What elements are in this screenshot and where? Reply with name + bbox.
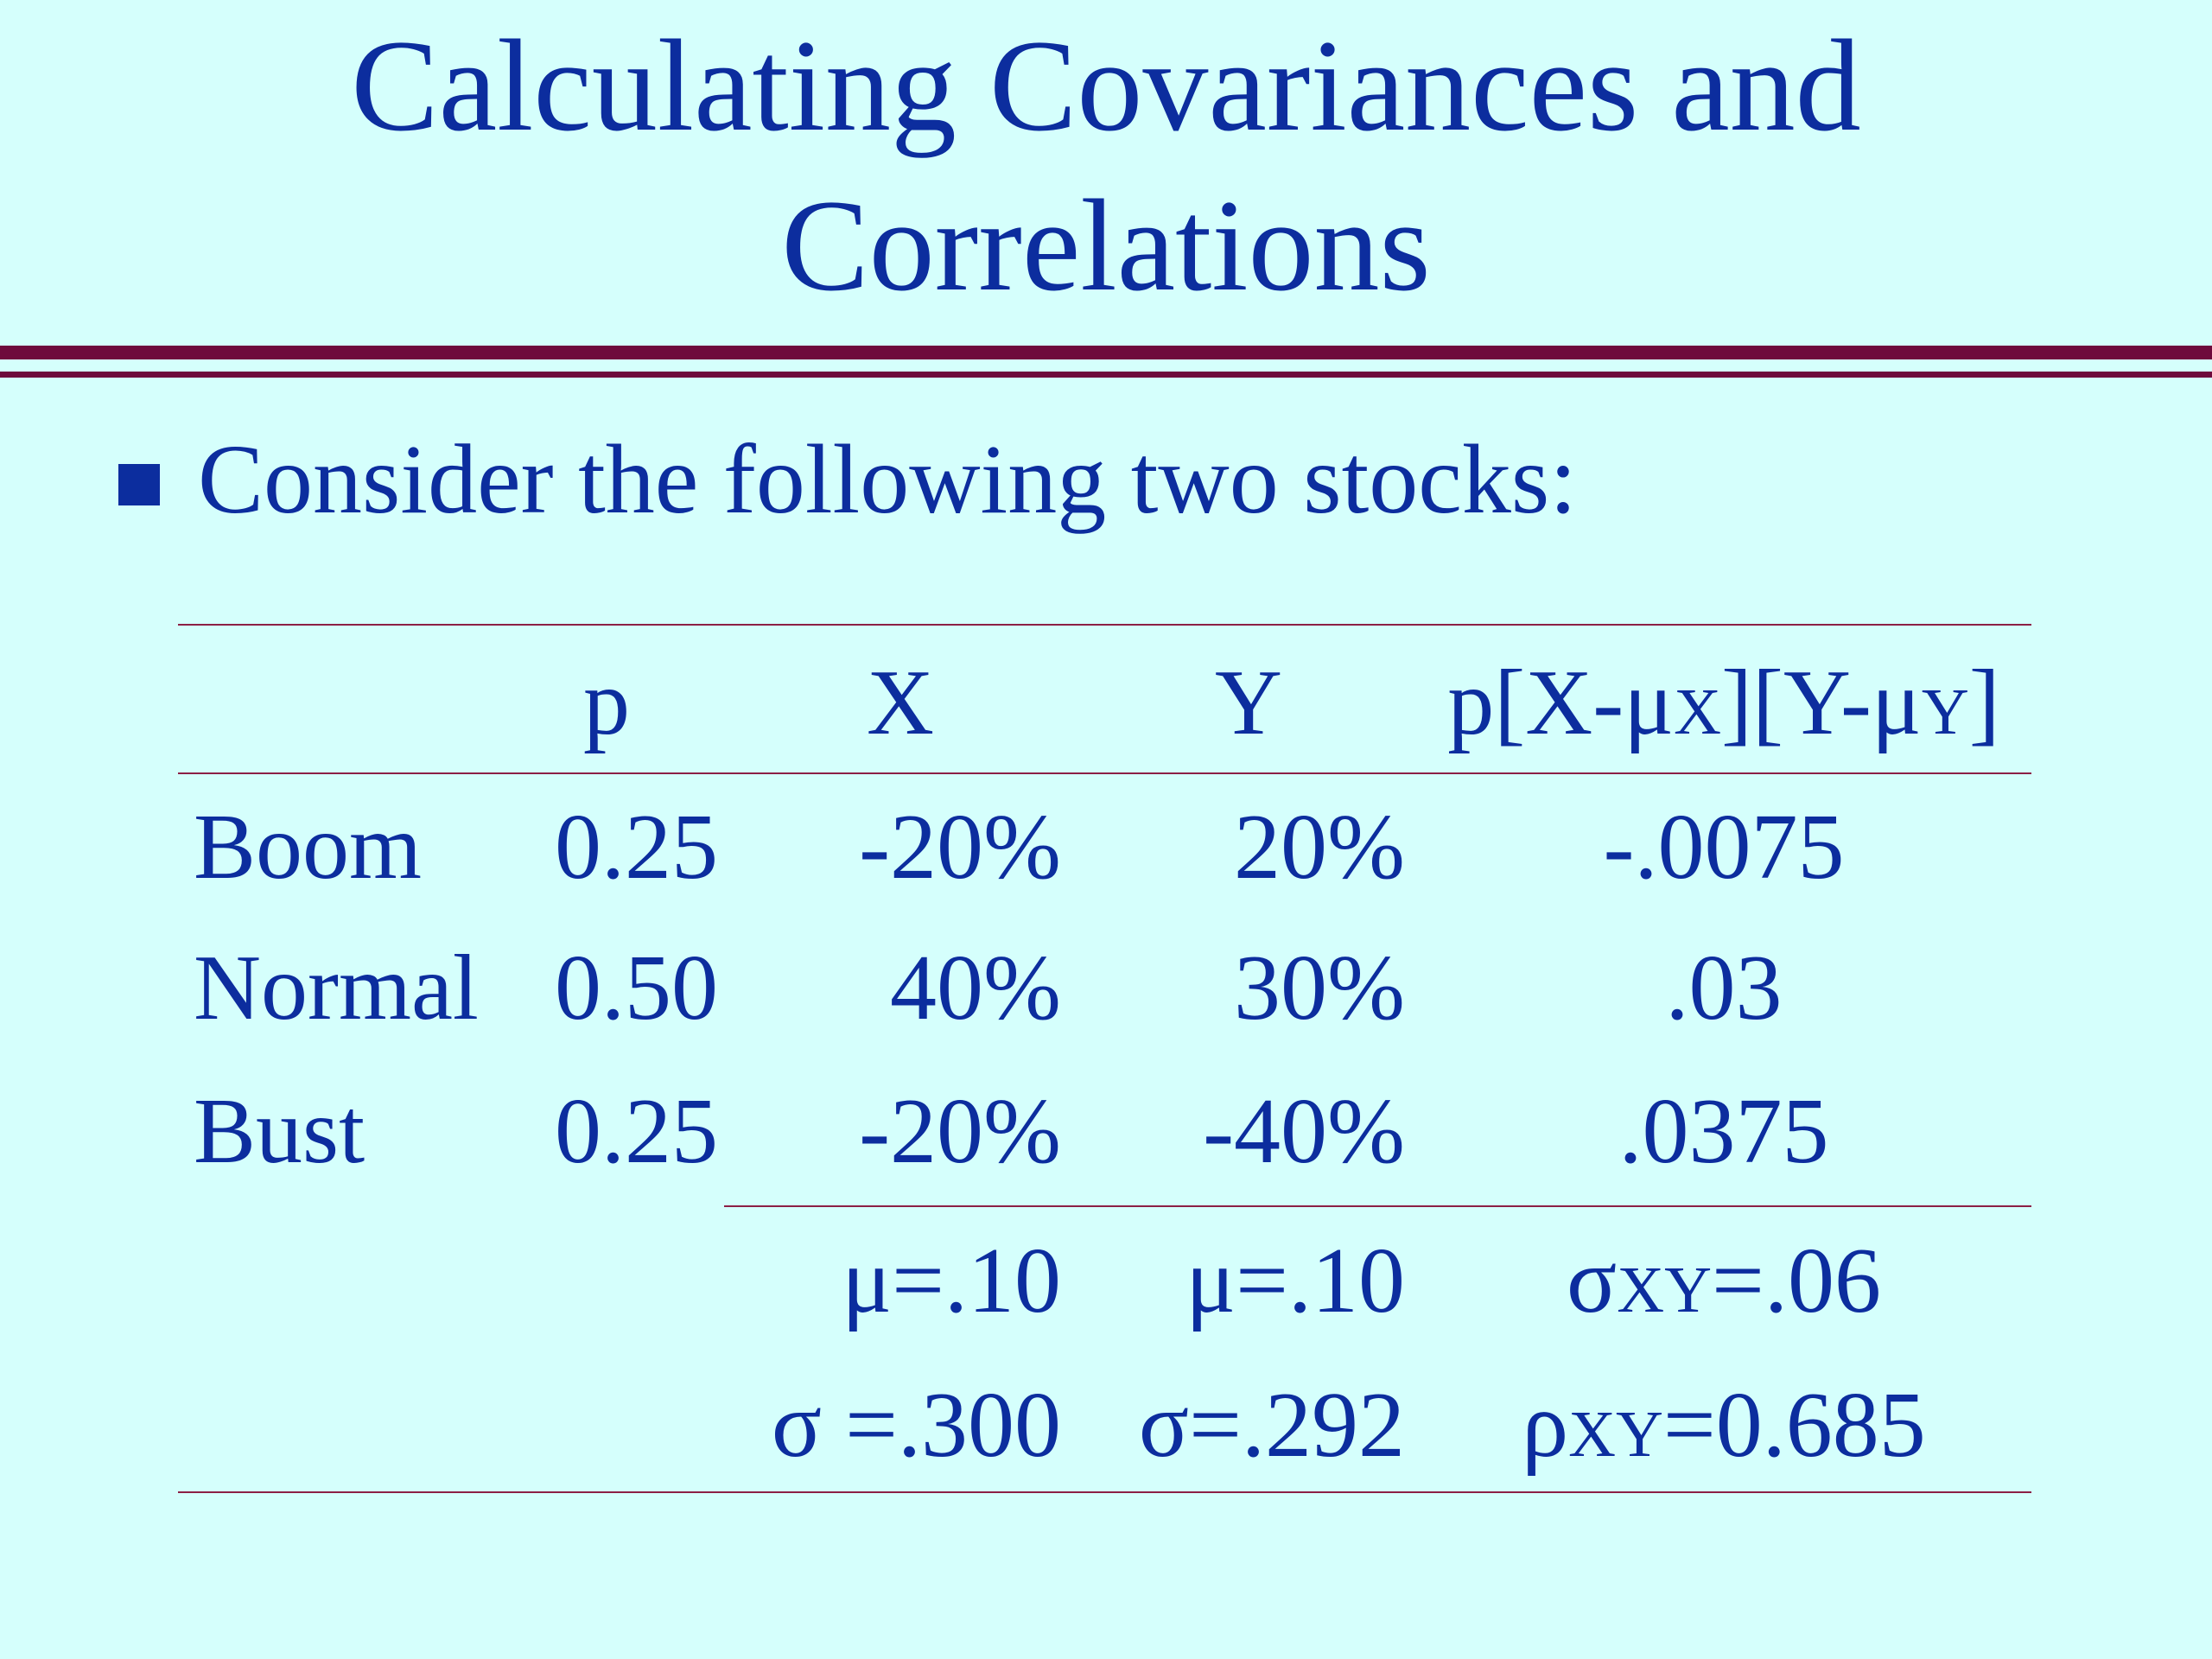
row-label: Bust [194,1080,365,1183]
summary-cell: σXY=.06 [1567,1230,1881,1332]
subscript: Y [1922,676,1969,748]
table-header: p X Y p[X-μX][Y-μY] [583,652,2000,754]
bullet-marker [118,464,160,505]
table-cell: .0375 [1619,1080,1829,1183]
header-cell: X [867,652,934,754]
table-cell: 30% [1234,937,1405,1039]
table-cell: .03 [1666,937,1783,1039]
table-cell: -40% [1203,1080,1405,1183]
header-cell: p[X-μX][Y-μY] [1447,652,1999,754]
header-cell: p [583,652,630,754]
title-rule [0,346,2212,359]
subscript: XY [1617,1254,1712,1326]
table-body: Boom 0.25 -20% 20% -.0075 Normal 0.50 40% 30% .03… [194,796,1844,1183]
table-summary: μ=.10 μ=.10 σXY=.06 σ =.300 σ=.292 ρXY=0… [772,1230,1926,1477]
summary-cell: μ=.10 [1185,1230,1405,1332]
header-cell: Y [1215,652,1282,754]
table-cell: -20% [859,796,1061,899]
subscript: X [1674,676,1721,748]
table-cell: 0.50 [555,937,718,1039]
title-line: Correlations [781,173,1430,318]
text-part: ρ [1522,1374,1568,1477]
bullet-text: Consider the following two stocks: [198,424,1577,534]
table-cell: 40% [890,937,1061,1039]
text-part: ] [1969,652,2000,754]
table-cell: 20% [1234,796,1405,899]
title-line: Calculating Covariances and [351,13,1860,158]
title-rule [0,372,2212,378]
subscript: XY [1568,1398,1663,1471]
table-cell: 0.25 [555,1080,718,1183]
text-part: σ [1567,1230,1617,1332]
text-part: ][Y-μ [1721,652,1922,754]
row-label: Boom [194,796,422,899]
row-label: Normal [194,937,479,1039]
text-part: p[X-μ [1447,652,1674,754]
summary-cell: σ =.300 [772,1374,1061,1477]
table-cell: -20% [859,1080,1061,1183]
summary-cell: μ=.10 [842,1230,1061,1332]
text-part: =0.685 [1663,1374,1926,1477]
table-cell: 0.25 [555,796,718,899]
table-cell: -.0075 [1604,796,1845,899]
text-part: =.06 [1712,1230,1881,1332]
summary-cell: ρXY=0.685 [1522,1374,1926,1477]
summary-cell: σ=.292 [1139,1374,1405,1477]
